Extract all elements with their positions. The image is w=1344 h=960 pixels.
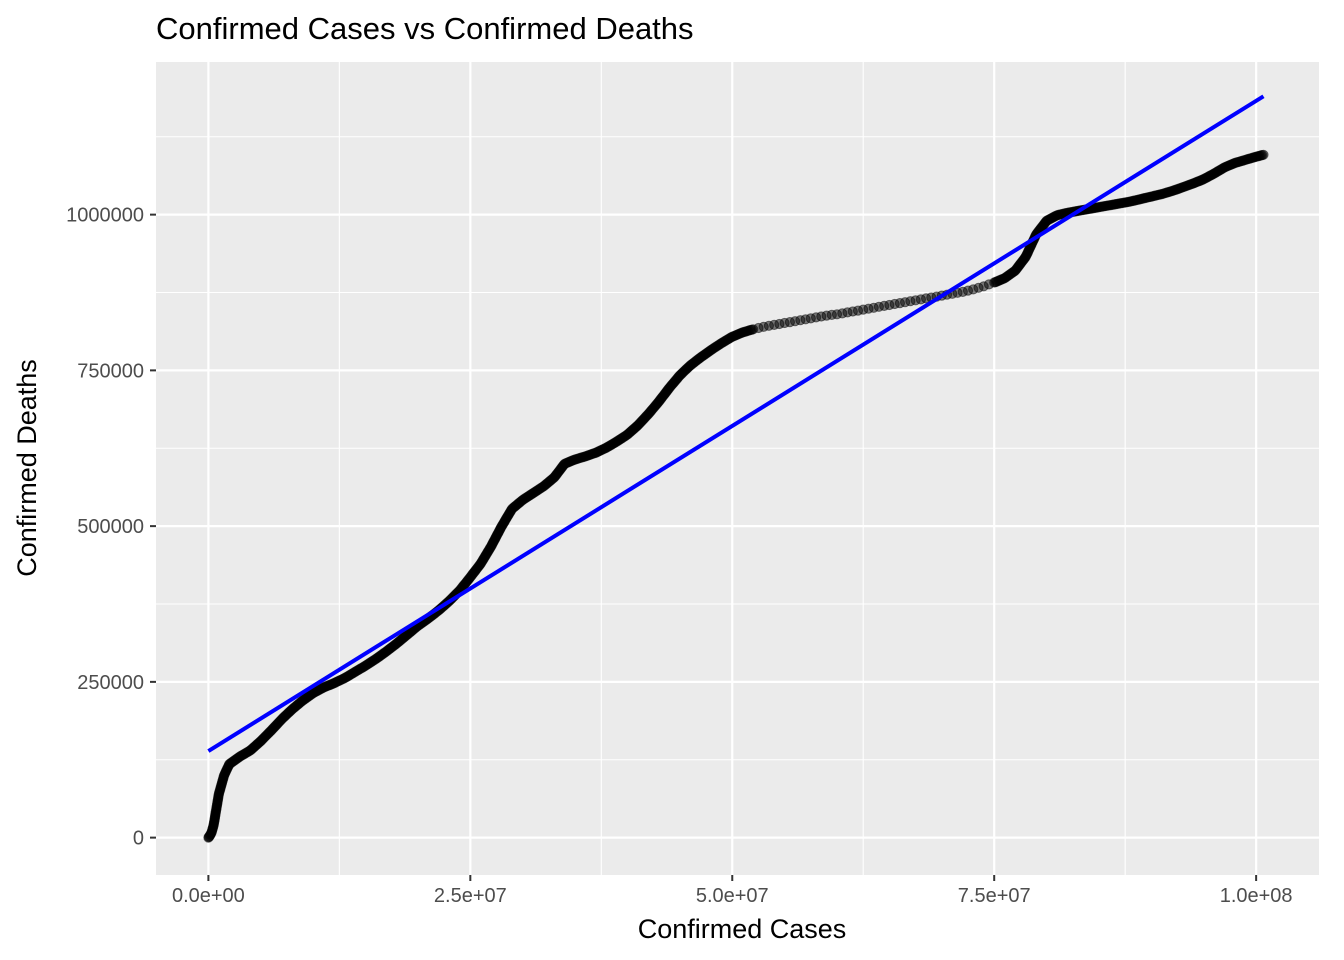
data-point xyxy=(1258,149,1269,160)
axis-ticks xyxy=(150,213,1258,881)
y-tick-labels: 0 250000 500000 750000 1000000 xyxy=(66,205,144,850)
x-tick-label: 0.0e+00 xyxy=(172,885,245,907)
major-gridlines xyxy=(156,62,1319,875)
regression-line-group xyxy=(207,94,1265,753)
y-tick-label: 250000 xyxy=(77,672,144,694)
y-tick-label: 750000 xyxy=(77,360,144,382)
x-axis-title: Confirmed Cases xyxy=(638,914,847,944)
plot-panel xyxy=(156,62,1319,875)
y-tick-label: 0 xyxy=(133,828,144,850)
y-axis-title: Confirmed Deaths xyxy=(12,359,42,577)
minor-gridlines xyxy=(156,62,1319,875)
regression-line xyxy=(207,94,1265,753)
x-tick-labels: 0.0e+00 2.5e+07 5.0e+07 7.5e+07 1.0e+08 xyxy=(172,885,1293,907)
data-points xyxy=(203,149,1269,843)
y-tick-label: 1000000 xyxy=(66,205,144,227)
x-tick-label: 2.5e+07 xyxy=(434,885,507,907)
y-tick-label: 500000 xyxy=(77,516,144,538)
x-tick-label: 7.5e+07 xyxy=(958,885,1031,907)
chart-title: Confirmed Cases vs Confirmed Deaths xyxy=(156,11,694,46)
x-tick-label: 1.0e+08 xyxy=(1220,885,1293,907)
x-tick-label: 5.0e+07 xyxy=(696,885,769,907)
